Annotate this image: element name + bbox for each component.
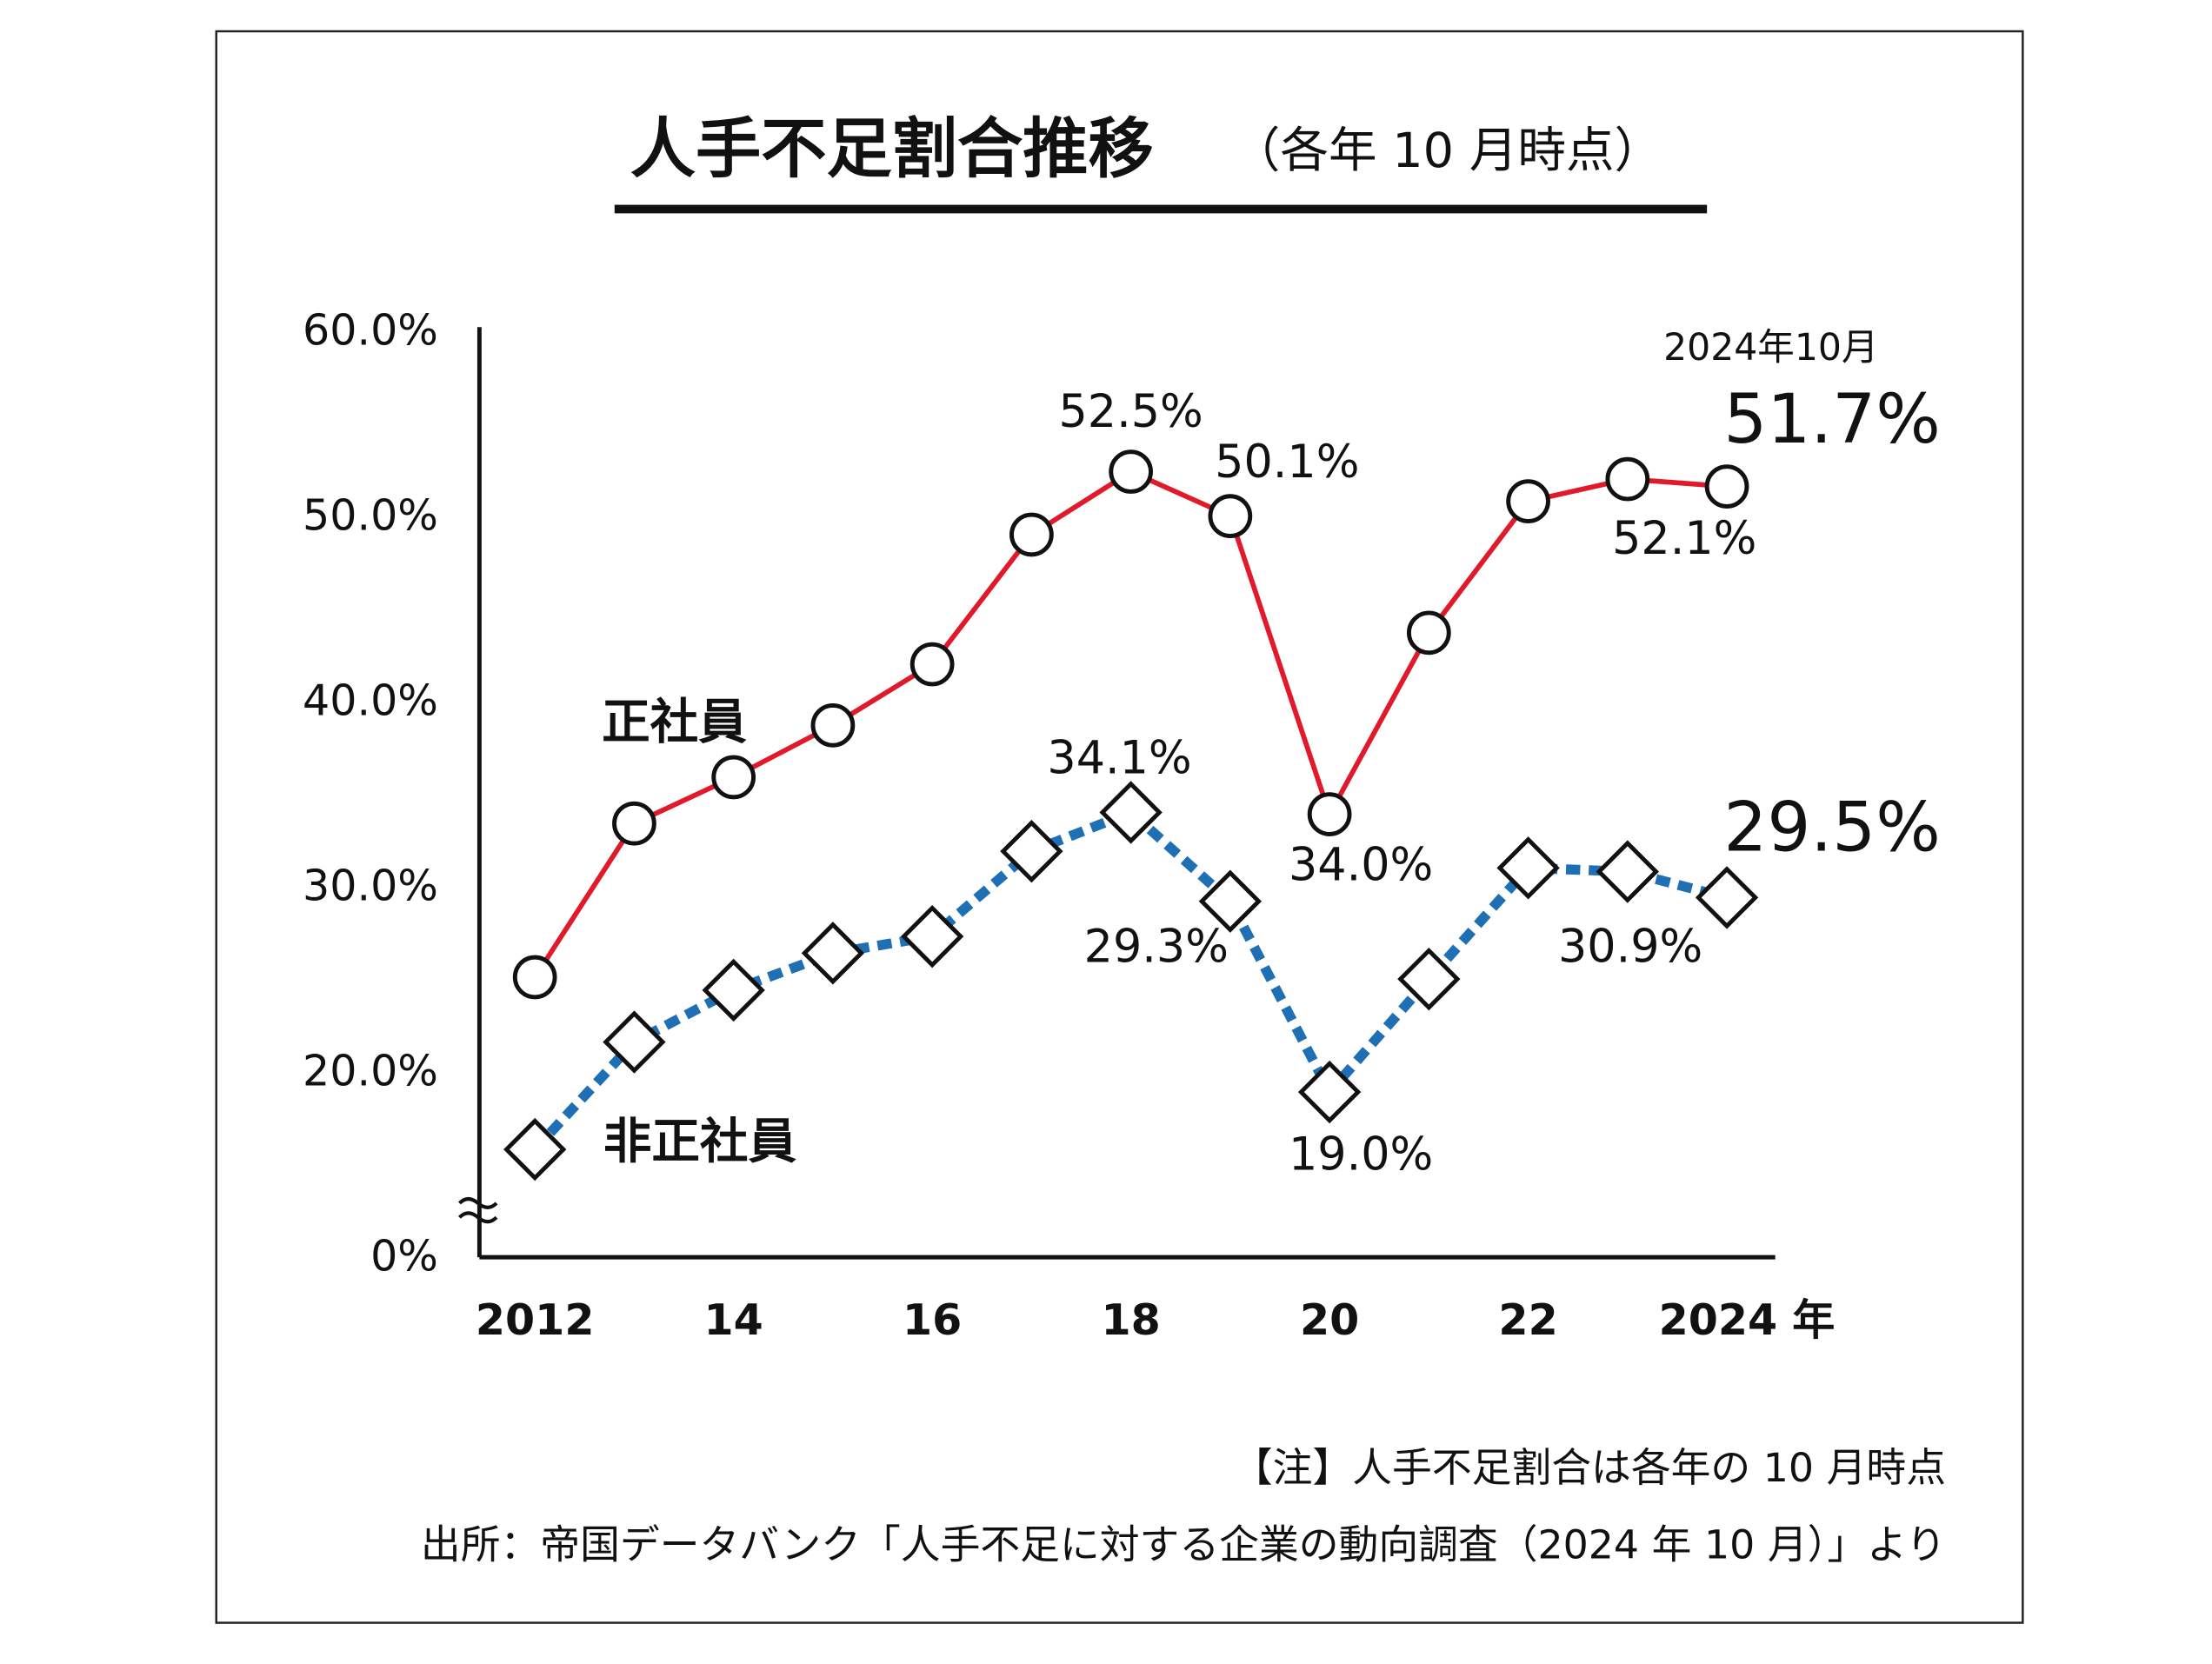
marker (1198, 869, 1263, 933)
marker (1695, 866, 1759, 929)
marker (1704, 464, 1749, 509)
marker (1109, 449, 1153, 494)
x-tick-label: 2012 (476, 1295, 595, 1345)
marker (503, 1117, 567, 1181)
x-tick-label: 2024 年 (1659, 1295, 1836, 1345)
data-label: 52.5% (1059, 385, 1203, 438)
title-underline (614, 204, 1708, 214)
y-tick-label: 40.0% (303, 675, 438, 725)
marker (900, 904, 964, 968)
marker (1397, 947, 1461, 1011)
marker (1496, 836, 1560, 900)
y-tick-label: 50.0% (303, 489, 438, 540)
y-tick-label: 60.0% (303, 304, 438, 355)
data-label: 50.1% (1215, 436, 1359, 489)
annotation: 2024年10月 (1663, 327, 1878, 369)
data-label: 29.5% (1723, 788, 1940, 868)
marker (1297, 1060, 1362, 1124)
marker (801, 922, 865, 985)
chart-title: 人手不足割合推移 (630, 110, 1154, 187)
note: 【注】人手不足割合は各年の 10 月時点 (1233, 1444, 1946, 1491)
series-name: 正社員 (602, 694, 747, 750)
marker (810, 702, 856, 748)
data-label: 51.7% (1723, 379, 1940, 459)
x-tick-label: 14 (704, 1295, 763, 1345)
marker (512, 955, 557, 1000)
x-tick-label: 22 (1498, 1295, 1557, 1345)
marker (1605, 456, 1650, 502)
marker (1000, 819, 1063, 883)
marker (1506, 479, 1550, 523)
x-tick-label: 18 (1101, 1295, 1160, 1345)
y-tick-label: 30.0% (303, 860, 438, 910)
marker (1596, 840, 1660, 903)
marker (1406, 610, 1451, 656)
source: 出所：帝国データバンク「人手不足に対する企業の動向調査（2024 年 10 月）… (421, 1521, 1946, 1567)
marker (702, 958, 765, 1022)
y-tick-label: 0% (370, 1230, 438, 1281)
marker (711, 755, 756, 800)
data-label: 29.3% (1084, 920, 1229, 973)
marker (1307, 792, 1352, 836)
x-tick-label: 16 (903, 1295, 962, 1345)
series-name: 非正社員 (603, 1114, 797, 1170)
data-label: 34.0% (1289, 839, 1433, 892)
marker (1099, 781, 1163, 844)
chart-subtitle: （各年 10 月時点） (1232, 123, 1662, 179)
data-label: 19.0% (1289, 1128, 1433, 1181)
marker (1009, 512, 1054, 557)
y-tick-label: 20.0% (303, 1045, 438, 1095)
axis-break (458, 1197, 498, 1224)
marker (612, 801, 656, 846)
data-label: 52.1% (1612, 512, 1756, 565)
marker (603, 1010, 666, 1074)
x-tick-label: 20 (1300, 1295, 1359, 1345)
data-label: 34.1% (1047, 732, 1191, 785)
marker (909, 642, 955, 687)
data-label: 30.9% (1558, 921, 1702, 974)
marker (1208, 494, 1253, 539)
frame (215, 30, 2024, 1624)
